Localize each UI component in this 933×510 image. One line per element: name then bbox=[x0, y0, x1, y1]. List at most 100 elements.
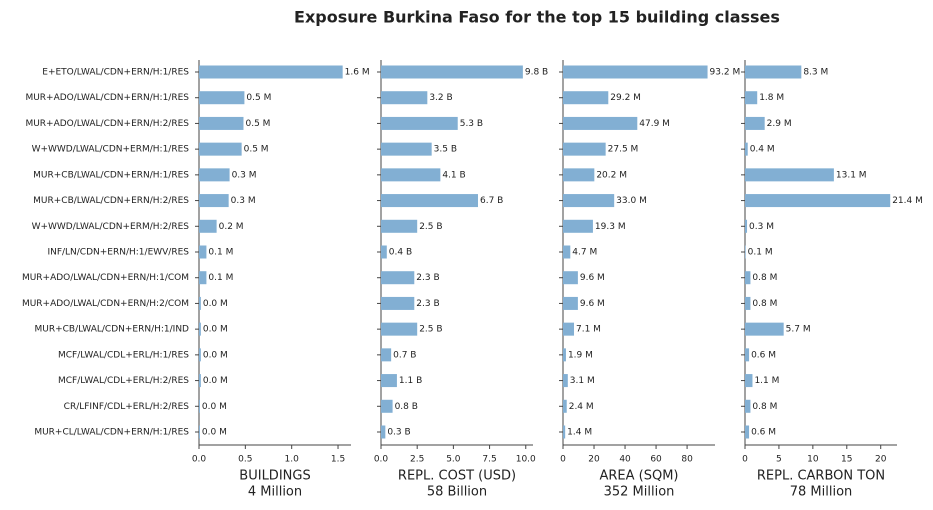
bar bbox=[563, 168, 595, 182]
y-tick-label: MUR+ADO/LWAL/CDN+ERN/H:2/RES bbox=[25, 119, 189, 129]
y-tick-label: MUR+ADO/LWAL/CDN+ERN/H:1/RES bbox=[25, 93, 189, 103]
y-tick-label: MCF/LWAL/CDL+ERL/H:1/RES bbox=[58, 350, 189, 360]
value-label: 0.7 B bbox=[393, 350, 416, 360]
x-tick-label: 0 bbox=[560, 455, 566, 465]
value-label: 2.3 B bbox=[416, 299, 439, 309]
value-label: 0.0 M bbox=[202, 428, 227, 438]
bar bbox=[199, 142, 242, 156]
x-tick-label: 0 bbox=[742, 455, 748, 465]
value-label: 0.5 M bbox=[244, 145, 269, 155]
x-tick-label: 15 bbox=[841, 455, 852, 465]
value-label: 0.4 M bbox=[750, 145, 775, 155]
bar bbox=[381, 322, 418, 336]
y-tick-label: MUR+ADO/LWAL/CDN+ERN/H:1/COM bbox=[22, 273, 189, 283]
bar bbox=[381, 399, 393, 413]
x-tick-label: 60 bbox=[650, 455, 662, 465]
value-label: 5.7 M bbox=[786, 325, 811, 335]
y-tick-label: MUR+CL/LWAL/CDN+ERN/H:1/RES bbox=[34, 428, 189, 438]
x-tick-label: 7.5 bbox=[482, 455, 496, 465]
bar bbox=[199, 194, 229, 208]
value-label: 47.9 M bbox=[639, 119, 670, 129]
x-tick-label: 0.0 bbox=[374, 455, 389, 465]
value-label: 1.1 M bbox=[754, 376, 779, 386]
bar bbox=[381, 142, 432, 156]
x-tick-label: 0.0 bbox=[192, 455, 207, 465]
bar bbox=[199, 65, 343, 79]
bar bbox=[745, 271, 751, 285]
y-tick-label: MUR+CB/LWAL/CDN+ERN/H:1/RES bbox=[33, 170, 189, 180]
value-label: 0.5 M bbox=[245, 119, 270, 129]
value-label: 0.0 M bbox=[202, 402, 227, 412]
x-tick-label: 20 bbox=[588, 455, 600, 465]
bar bbox=[381, 116, 458, 130]
value-label: 0.0 M bbox=[203, 350, 228, 360]
value-label: 0.8 B bbox=[395, 402, 418, 412]
value-label: 21.4 M bbox=[892, 196, 923, 206]
x-axis-total: 352 Million bbox=[604, 485, 675, 500]
bar bbox=[199, 425, 200, 439]
bar bbox=[745, 399, 751, 413]
value-label: 6.7 B bbox=[480, 196, 503, 206]
bar bbox=[199, 219, 217, 233]
bar bbox=[745, 91, 758, 105]
bar bbox=[381, 245, 387, 259]
bar bbox=[745, 65, 802, 79]
chart-title: Exposure Burkina Faso for the top 15 bui… bbox=[294, 8, 780, 27]
value-label: 33.0 M bbox=[616, 196, 647, 206]
bar bbox=[381, 219, 418, 233]
value-label: 8.3 M bbox=[803, 68, 828, 78]
bar bbox=[563, 374, 568, 388]
y-tick-label: INF/LN/CDN+ERN/H:1/EWV/RES bbox=[47, 248, 189, 258]
bar bbox=[381, 194, 478, 208]
value-label: 3.1 M bbox=[570, 376, 595, 386]
bar bbox=[563, 425, 566, 439]
value-label: 0.6 M bbox=[751, 350, 776, 360]
value-label: 9.6 M bbox=[580, 273, 605, 283]
bar bbox=[745, 425, 750, 439]
y-tick-label: E+ETO/LWAL/CDN+ERN/H:1/RES bbox=[42, 68, 189, 78]
bar bbox=[563, 296, 578, 310]
bar bbox=[745, 168, 834, 182]
value-label: 0.3 B bbox=[387, 428, 410, 438]
bar bbox=[745, 142, 748, 156]
value-label: 0.0 M bbox=[203, 325, 228, 335]
value-label: 13.1 M bbox=[836, 170, 867, 180]
value-label: 0.3 M bbox=[231, 196, 256, 206]
bar bbox=[745, 219, 748, 233]
x-tick-label: 1.5 bbox=[331, 455, 345, 465]
bar bbox=[199, 399, 200, 413]
bar bbox=[199, 374, 201, 388]
value-label: 0.0 M bbox=[203, 376, 228, 386]
bar bbox=[381, 65, 523, 79]
value-label: 93.2 M bbox=[710, 68, 741, 78]
x-tick-label: 1.0 bbox=[285, 455, 300, 465]
value-label: 9.6 M bbox=[580, 299, 605, 309]
value-label: 5.3 B bbox=[460, 119, 483, 129]
x-axis-label: AREA (SQM) bbox=[599, 469, 678, 484]
bar bbox=[381, 91, 428, 105]
y-tick-label: CR/LFINF/CDL+ERL/H:2/RES bbox=[64, 402, 190, 412]
bar bbox=[381, 425, 386, 439]
x-tick-label: 80 bbox=[681, 455, 693, 465]
x-axis-total: 4 Million bbox=[248, 485, 302, 500]
value-label: 0.8 M bbox=[752, 299, 777, 309]
bar bbox=[563, 91, 609, 105]
value-label: 0.3 M bbox=[232, 170, 257, 180]
x-tick-label: 10 bbox=[807, 455, 819, 465]
bar bbox=[563, 271, 578, 285]
value-label: 1.6 M bbox=[345, 68, 370, 78]
value-label: 4.7 M bbox=[572, 248, 597, 258]
value-label: 4.1 B bbox=[442, 170, 465, 180]
bar bbox=[563, 65, 708, 79]
bar bbox=[563, 322, 575, 336]
x-axis-label: REPL. COST (USD) bbox=[398, 469, 516, 484]
bar bbox=[199, 116, 244, 130]
value-label: 0.4 B bbox=[389, 248, 412, 258]
y-tick-label: MCF/LWAL/CDL+ERL/H:2/RES bbox=[58, 376, 189, 386]
value-label: 9.8 B bbox=[525, 68, 548, 78]
bar bbox=[745, 348, 750, 362]
bar bbox=[745, 322, 784, 336]
value-label: 2.5 B bbox=[419, 325, 442, 335]
x-tick-label: 5.0 bbox=[446, 455, 461, 465]
value-label: 2.4 M bbox=[569, 402, 594, 412]
